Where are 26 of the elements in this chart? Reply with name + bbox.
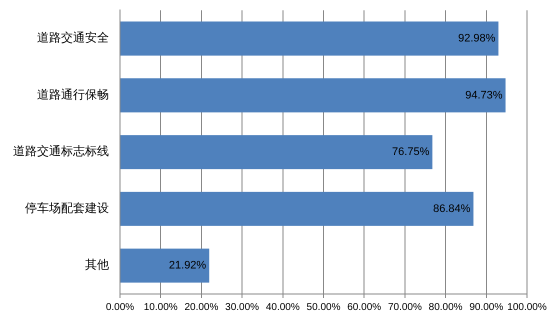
y-tick-label: 其他: [85, 258, 109, 272]
bar: [120, 192, 474, 226]
data-label: 92.98%: [458, 32, 496, 45]
y-tick-label: 道路通行保畅: [37, 87, 109, 102]
x-tick-label: 100.00%: [507, 302, 547, 313]
data-label: 94.73%: [465, 89, 503, 102]
y-tick-label: 停车场配套建设: [25, 200, 109, 215]
data-label: 86.84%: [433, 202, 471, 215]
x-tick-label: 0.00%: [106, 302, 134, 313]
bar: [120, 78, 506, 112]
x-tick-label: 60.00%: [347, 302, 382, 313]
x-tick-label: 10.00%: [144, 302, 178, 313]
y-tick-label: 道路交通标志标线: [13, 144, 109, 158]
y-tick-label: 道路交通安全: [37, 30, 109, 45]
x-tick-label: 50.00%: [306, 302, 341, 313]
x-tick-label: 70.00%: [388, 302, 422, 313]
bar: [120, 22, 498, 56]
x-tick-label: 20.00%: [184, 302, 218, 313]
x-tick-label: 90.00%: [469, 302, 504, 313]
data-label: 76.75%: [392, 146, 430, 158]
bar: [120, 135, 432, 170]
x-tick-label: 80.00%: [428, 302, 463, 313]
data-label: 21.92%: [168, 260, 206, 272]
bar: [120, 248, 210, 283]
x-tick-label: 40.00%: [266, 302, 300, 313]
x-tick-label: 30.00%: [225, 302, 260, 313]
